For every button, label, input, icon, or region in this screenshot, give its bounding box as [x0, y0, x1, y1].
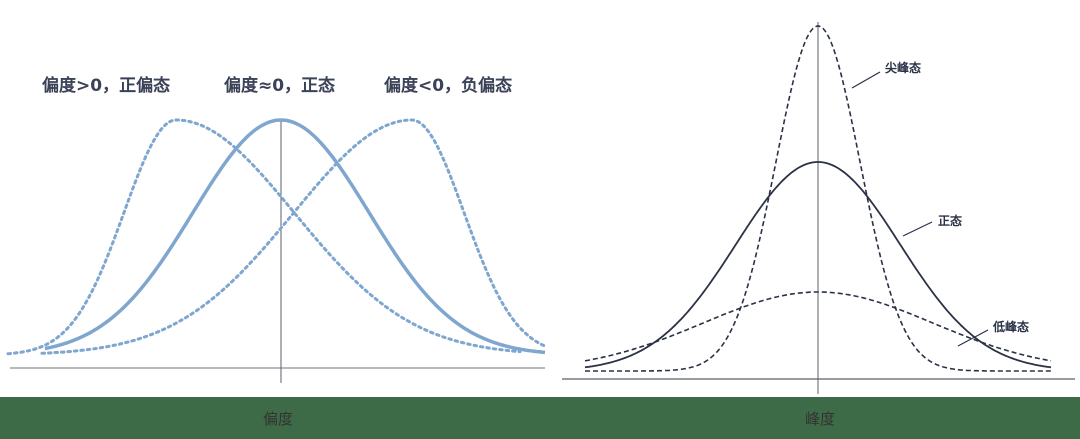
label-normal-kurt: 正态: [938, 213, 962, 228]
normal-pointer: [902, 221, 933, 237]
positive-skew-curve: [6, 118, 522, 356]
skewness-panel: 偏度>0，正偏态 偏度≈0，正态 偏度<0，负偏态: [6, 75, 546, 383]
footer-bar: [0, 397, 1080, 439]
label-normal-skew: 偏度≈0，正态: [224, 75, 335, 96]
leptokurtic-pointer: [851, 71, 881, 89]
caption-kurtosis: 峰度: [804, 410, 836, 428]
caption-skewness: 偏度: [262, 410, 294, 428]
platykurtic-pointer: [957, 329, 989, 347]
platykurtic-curve: [584, 291, 1052, 362]
leptokurtic-curve: [585, 25, 1051, 372]
normal-curve-kurt-panel: [584, 161, 1052, 369]
label-platykurtic: 低峰态: [992, 319, 1029, 334]
diagram-canvas: 偏度>0，正偏态 偏度≈0，正态 偏度<0，负偏态 尖峰态 正态 低峰态: [6, 22, 1075, 394]
kurtosis-panel: 尖峰态 正态 低峰态: [562, 22, 1075, 394]
label-leptokurtic: 尖峰态: [885, 60, 921, 75]
label-negative-skew: 偏度<0，负偏态: [384, 75, 512, 96]
normal-curve-skew-panel: [44, 118, 546, 355]
negative-skew-curve: [40, 118, 546, 355]
label-positive-skew: 偏度>0，正偏态: [42, 75, 170, 96]
